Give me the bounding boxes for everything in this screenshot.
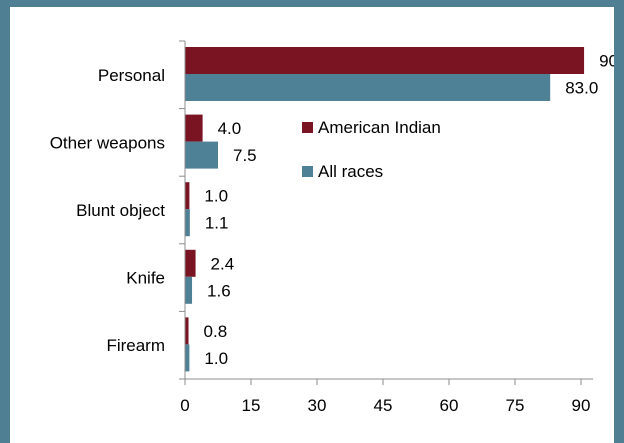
data-labels: 90.783.0 4.0 7.5 1.0 1.1 2.4 1.6 0.8 1.0 <box>204 52 614 368</box>
data-label: 4.0 <box>218 119 242 138</box>
category-label: Personal <box>98 66 165 85</box>
category-label: Other weapons <box>50 133 165 152</box>
data-label: 1.1 <box>205 214 229 233</box>
x-tick-label: 90 <box>572 396 591 415</box>
bar <box>185 276 193 304</box>
x-tick-label: 60 <box>440 396 459 415</box>
legend-swatch <box>302 166 313 177</box>
bar <box>185 47 585 74</box>
bar <box>185 114 203 142</box>
data-label: 83.0 <box>565 79 598 98</box>
bars-group <box>185 47 585 372</box>
x-axis: 0 15 30 45 60 75 90 <box>179 40 593 415</box>
data-label: 0.8 <box>204 322 228 341</box>
legend-swatch <box>302 122 313 133</box>
data-label: 2.4 <box>211 254 235 273</box>
x-tick-label: 30 <box>308 396 327 415</box>
chart-frame: Personal Other weapons Blunt object Knife Fi… <box>10 7 614 443</box>
data-label: 1.0 <box>204 349 228 368</box>
bar <box>185 182 190 210</box>
data-label: 1.0 <box>204 187 228 206</box>
x-tick-label: 45 <box>374 396 393 415</box>
x-tick-label: 15 <box>242 396 261 415</box>
bar-chart: Personal Other weapons Blunt object Knife Fi… <box>50 40 614 415</box>
data-label: 1.6 <box>207 281 231 300</box>
category-label: Firearm <box>106 336 165 355</box>
bar <box>185 344 190 372</box>
legend-label: All races <box>318 162 383 181</box>
bar <box>185 141 218 169</box>
category-labels: Personal Other weapons Blunt object Knife Fi… <box>50 66 166 355</box>
category-label: Knife <box>126 269 165 288</box>
data-label: 90.7 <box>599 52 614 71</box>
x-tick-label: 75 <box>506 396 525 415</box>
x-tick-label: 0 <box>180 396 189 415</box>
data-label: 7.5 <box>233 146 257 165</box>
legend: American Indian All races <box>302 118 441 181</box>
bar <box>185 74 551 101</box>
bar <box>185 209 190 237</box>
bar <box>185 249 196 277</box>
category-label: Blunt object <box>76 201 165 220</box>
bar <box>185 317 189 345</box>
legend-label: American Indian <box>318 118 441 137</box>
